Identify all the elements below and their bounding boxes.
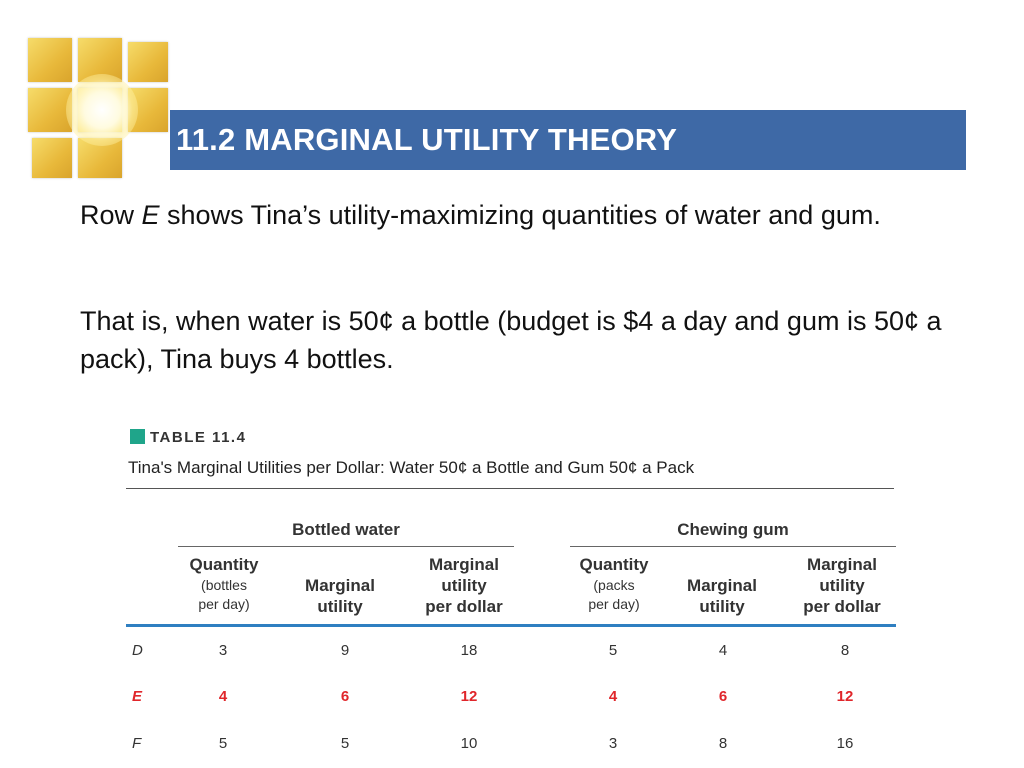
table-cell: 8 bbox=[718, 735, 728, 752]
col-header-water-mu: Marginal utility bbox=[290, 575, 390, 617]
logo bbox=[28, 38, 172, 182]
table-cell: 3 bbox=[608, 735, 618, 752]
header-line: per day) bbox=[198, 596, 250, 612]
slide-title: 11.2 MARGINAL UTILITY THEORY bbox=[176, 122, 678, 157]
header-line: utility bbox=[441, 576, 487, 595]
table-cell: 18 bbox=[460, 642, 478, 659]
table-cell: 8 bbox=[840, 642, 850, 659]
table-marker-icon bbox=[130, 429, 145, 444]
table-cell: 12 bbox=[460, 688, 478, 705]
group-rule-gum bbox=[570, 546, 896, 547]
title-bar: 11.2 MARGINAL UTILITY THEORY bbox=[170, 110, 966, 170]
paragraph-2: That is, when water is 50¢ a bottle (bud… bbox=[80, 306, 942, 374]
table-cell: 6 bbox=[340, 688, 350, 705]
table-cell: 12 bbox=[836, 688, 854, 705]
col-header-water-quantity: Quantity (bottles per day) bbox=[174, 554, 274, 613]
col-header-water-mupd: Marginal utility per dollar bbox=[408, 554, 520, 617]
table-label: TABLE 11.4 bbox=[130, 429, 246, 446]
paragraph-1: Row E shows Tina’s utility-maximizing qu… bbox=[80, 196, 980, 234]
row-label: E bbox=[132, 688, 143, 705]
table-top-rule bbox=[126, 488, 894, 489]
header-line: per day) bbox=[588, 596, 640, 612]
header-line: Marginal bbox=[305, 576, 375, 595]
table-cell: 5 bbox=[218, 735, 228, 752]
header-line: (bottles bbox=[201, 577, 247, 593]
table-cell: 4 bbox=[218, 688, 228, 705]
header-line: utility bbox=[699, 597, 745, 616]
table-label-text: TABLE 11.4 bbox=[150, 429, 247, 446]
row-e-label: E bbox=[141, 200, 160, 230]
header-line: utility bbox=[819, 576, 865, 595]
paragraph-1-suffix: shows Tina’s utility-maximizing quantiti… bbox=[159, 200, 881, 230]
table-cell: 10 bbox=[460, 735, 478, 752]
col-header-gum-mu: Marginal utility bbox=[672, 575, 772, 617]
col-header-gum-mupd: Marginal utility per dollar bbox=[786, 554, 898, 617]
header-line: Marginal bbox=[807, 555, 877, 574]
header-rule bbox=[126, 624, 896, 627]
group-rule-water bbox=[178, 546, 514, 547]
header-line: per dollar bbox=[803, 597, 881, 616]
table-cell: 9 bbox=[340, 642, 350, 659]
header-line: Quantity bbox=[189, 555, 259, 574]
header-line: Quantity bbox=[579, 555, 649, 574]
group-header-gum: Chewing gum bbox=[677, 520, 789, 539]
header-line: per dollar bbox=[425, 597, 503, 616]
header-line: Marginal bbox=[687, 576, 757, 595]
table-cell: 4 bbox=[718, 642, 728, 659]
header-line: Marginal bbox=[429, 555, 499, 574]
table-cell: 3 bbox=[218, 642, 228, 659]
table-caption: Tina's Marginal Utilities per Dollar: Wa… bbox=[128, 458, 695, 477]
table-cell: 5 bbox=[608, 642, 618, 659]
table-11-4: TABLE 11.4 Tina's Marginal Utilities per… bbox=[126, 426, 896, 768]
table-row-f: F 5 5 10 3 8 16 bbox=[126, 735, 896, 759]
group-header-water: Bottled water bbox=[292, 520, 400, 539]
row-label: D bbox=[132, 642, 143, 659]
paragraph-1-prefix: Row bbox=[80, 200, 142, 230]
table-row-e: E 4 6 12 4 6 12 bbox=[126, 688, 896, 712]
col-header-gum-quantity: Quantity (packs per day) bbox=[564, 554, 664, 613]
table-cell: 4 bbox=[608, 688, 618, 705]
table-cell: 6 bbox=[718, 688, 728, 705]
table-cell: 16 bbox=[836, 735, 854, 752]
header-line: (packs bbox=[593, 577, 635, 593]
table-row-d: D 3 9 18 5 4 8 bbox=[126, 642, 896, 666]
table-cell: 5 bbox=[340, 735, 350, 752]
header-line: utility bbox=[317, 597, 363, 616]
row-label: F bbox=[132, 735, 142, 752]
